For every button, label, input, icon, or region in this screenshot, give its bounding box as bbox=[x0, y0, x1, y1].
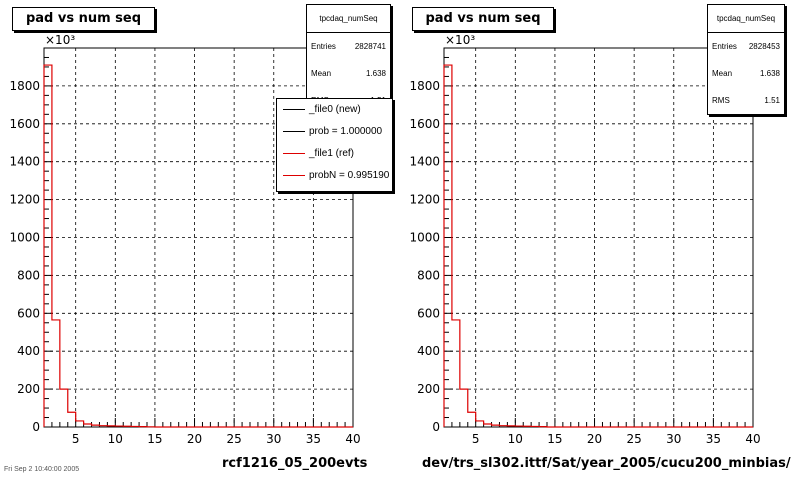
histogram-bin bbox=[531, 426, 539, 427]
y-tick-label: 400 bbox=[17, 344, 40, 358]
histogram-bin bbox=[107, 426, 115, 427]
y-tick-label: 1600 bbox=[409, 117, 440, 131]
histogram-bin bbox=[507, 426, 515, 427]
y-exponent-label: ×10³ bbox=[445, 33, 475, 47]
x-tick-label: 15 bbox=[147, 432, 162, 446]
y-exponent-label: ×10³ bbox=[45, 33, 75, 47]
panel-1-title: pad vs num seq bbox=[12, 7, 155, 31]
x-tick-label: 20 bbox=[187, 432, 202, 446]
y-tick-label: 1200 bbox=[9, 193, 40, 207]
histogram-panel-2: 5 10 15 20 25 30 35 400200400600800100012001400… bbox=[409, 33, 760, 446]
histogram-panel-1: 5 10 15 20 25 30 35 400200400600800100012001400… bbox=[9, 33, 360, 446]
histogram-bin bbox=[76, 421, 84, 427]
x-tick-label: 30 bbox=[666, 432, 681, 446]
y-tick-label: 1000 bbox=[9, 231, 40, 245]
y-tick-label: 0 bbox=[32, 420, 40, 434]
x-tick-label: 15 bbox=[547, 432, 562, 446]
histogram-bin bbox=[444, 65, 452, 427]
footer-timestamp: Fri Sep 2 10:40:00 2005 bbox=[4, 466, 80, 473]
y-tick-label: 200 bbox=[17, 382, 40, 396]
y-tick-label: 600 bbox=[17, 306, 40, 320]
histogram-bin bbox=[468, 412, 476, 427]
x-tick-label: 5 bbox=[72, 432, 80, 446]
y-tick-label: 1800 bbox=[9, 79, 40, 93]
x-tick-label: 25 bbox=[627, 432, 642, 446]
histogram-bin bbox=[452, 320, 460, 427]
histogram-bin bbox=[52, 320, 60, 427]
legend-item-new: _file0 (new) bbox=[277, 99, 392, 121]
stats-name: tpcdaq_numSeq bbox=[708, 5, 784, 33]
x-tick-label: 5 bbox=[472, 432, 480, 446]
y-tick-label: 800 bbox=[17, 268, 40, 282]
x-tick-label: 40 bbox=[745, 432, 760, 446]
y-tick-label: 1400 bbox=[9, 155, 40, 169]
panel-2-stats-box: tpcdaq_numSeq Entries 2828453 Mean 1.638 R… bbox=[707, 4, 785, 115]
histogram-bin bbox=[492, 425, 500, 427]
histogram-bin bbox=[68, 412, 76, 427]
histogram-bin bbox=[476, 421, 484, 427]
panel-2-title: pad vs num seq bbox=[412, 7, 554, 31]
y-tick-label: 0 bbox=[432, 420, 440, 434]
histogram-bin bbox=[523, 426, 531, 427]
histogram-step-line bbox=[443, 64, 753, 428]
panel-1-legend: _file0 (new) prob = 1.000000 _file1 (ref… bbox=[276, 98, 393, 192]
x-tick-label: 10 bbox=[508, 432, 523, 446]
panel-2-caption: dev/trs_sl302.ittf/Sat/year_2005/cucu200… bbox=[422, 456, 791, 471]
y-tick-label: 800 bbox=[417, 268, 440, 282]
y-tick-label: 1200 bbox=[409, 193, 440, 207]
x-tick-label: 40 bbox=[345, 432, 360, 446]
y-tick-label: 1600 bbox=[9, 117, 40, 131]
x-tick-label: 35 bbox=[706, 432, 721, 446]
histogram-bin bbox=[460, 389, 468, 427]
histogram-bin bbox=[60, 389, 68, 427]
y-tick-label: 1800 bbox=[409, 79, 440, 93]
histogram-bin bbox=[44, 65, 52, 427]
x-tick-label: 25 bbox=[227, 432, 242, 446]
x-tick-label: 35 bbox=[306, 432, 321, 446]
y-tick-label: 1400 bbox=[409, 155, 440, 169]
legend-item-prob: prob = 1.000000 bbox=[277, 121, 392, 143]
legend-item-ref: _file1 (ref) bbox=[277, 143, 392, 165]
histogram-bin bbox=[131, 426, 139, 427]
legend-item-probn: probN = 0.995190 bbox=[277, 165, 392, 187]
x-tick-label: 10 bbox=[108, 432, 123, 446]
x-tick-label: 20 bbox=[587, 432, 602, 446]
y-tick-label: 400 bbox=[417, 344, 440, 358]
x-tick-label: 30 bbox=[266, 432, 281, 446]
histogram-bin bbox=[515, 426, 523, 427]
histogram-bin bbox=[115, 426, 123, 427]
histogram-bin bbox=[123, 426, 131, 427]
y-tick-label: 200 bbox=[417, 382, 440, 396]
histogram-bin bbox=[499, 426, 507, 427]
panel-1-caption: rcf1216_05_200evts bbox=[222, 456, 368, 471]
stats-name: tpcdaq_numSeq bbox=[307, 5, 390, 33]
histogram-step-line bbox=[43, 64, 353, 428]
y-tick-label: 1000 bbox=[409, 231, 440, 245]
histogram-bin bbox=[99, 426, 107, 427]
histogram-bin bbox=[92, 425, 100, 427]
histogram-bin bbox=[84, 424, 92, 427]
histogram-bin bbox=[484, 424, 492, 427]
y-tick-label: 600 bbox=[417, 306, 440, 320]
